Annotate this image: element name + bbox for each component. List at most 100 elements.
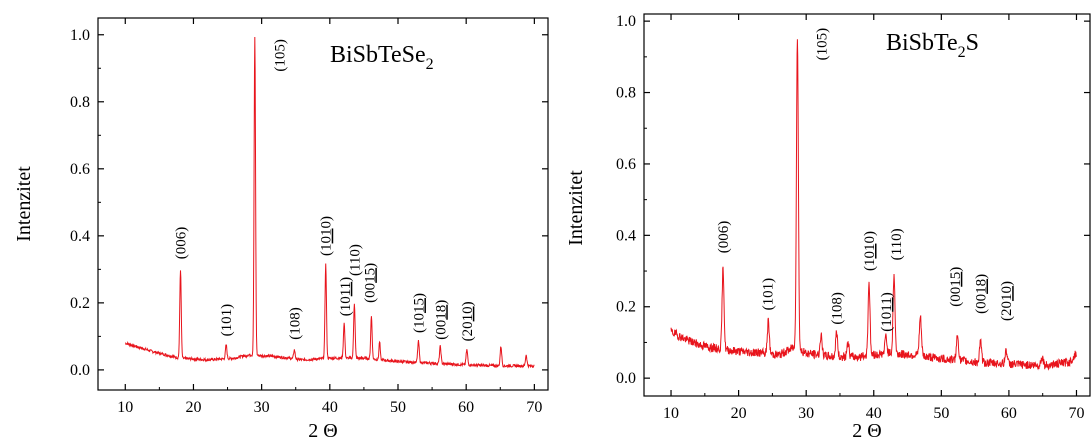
right-plot-frame bbox=[643, 13, 1091, 397]
xrd-pattern-line bbox=[670, 39, 1077, 371]
x-tick-label: 50 bbox=[933, 405, 949, 422]
peak-label-part: (110) bbox=[347, 244, 363, 276]
y-tick-label: 0.4 bbox=[70, 228, 90, 245]
right-axis-ticks: 10 20 30 40 50 60 70 0.0 0.2 0.4 0.6 0.8 1.0 bbox=[616, 13, 1090, 422]
peak-label-part: (110) bbox=[889, 228, 905, 260]
x-tick-label: 20 bbox=[731, 405, 747, 422]
peak-label: (101) bbox=[761, 278, 777, 311]
peak-label: (2010) bbox=[460, 301, 476, 341]
peak-label-part: (108) bbox=[830, 292, 846, 325]
right-title-sub: 2 bbox=[958, 44, 966, 61]
left-chart-title: BiSbTeSe2 bbox=[330, 42, 434, 73]
peak-label-part: ) bbox=[362, 263, 378, 268]
peak-label: (108) bbox=[830, 292, 846, 325]
peak-label: (1010) bbox=[862, 231, 878, 271]
x-tick-label: 70 bbox=[1068, 405, 1084, 422]
y-tick-label: 0.8 bbox=[70, 94, 90, 111]
peak-label-part: ) bbox=[338, 277, 354, 282]
peak-label-part: (20 bbox=[460, 321, 476, 341]
peak-label-part: 10 bbox=[460, 306, 476, 321]
left-axis-ticks: 10 20 30 40 50 60 70 0.0 0.2 0.4 0.6 0.8 1.0 bbox=[70, 18, 548, 416]
peak-label-part: 15 bbox=[948, 272, 964, 287]
peak-label-part: (10 bbox=[879, 312, 895, 332]
xrd-pattern-line bbox=[125, 37, 535, 369]
peak-label-part: (108) bbox=[287, 307, 303, 340]
peak-label: (105) bbox=[815, 28, 831, 61]
peak-label-part: 10 bbox=[999, 286, 1015, 301]
peak-label: (0015) bbox=[362, 263, 378, 303]
peak-label-part: 0) bbox=[862, 231, 878, 244]
peak-label: (006) bbox=[716, 221, 732, 254]
peak-label-part: 18 bbox=[433, 305, 449, 320]
peak-label: (1010) bbox=[319, 216, 335, 256]
y-tick-label: 1.0 bbox=[616, 13, 636, 30]
peak-label-part: 18 bbox=[974, 279, 990, 294]
peak-label-part: ) bbox=[411, 293, 427, 298]
peak-label: (1011) bbox=[879, 292, 895, 331]
y-tick-label: 0.2 bbox=[616, 299, 636, 316]
peak-label-part: (00 bbox=[362, 283, 378, 303]
peak-label-part: 15 bbox=[362, 268, 378, 283]
peak-label: (110) bbox=[889, 228, 905, 260]
peak-label: (105) bbox=[272, 39, 288, 72]
peak-label-part: (101) bbox=[219, 304, 235, 337]
y-tick-label: 0.6 bbox=[70, 161, 90, 178]
peak-label-part: (00 bbox=[974, 294, 990, 314]
right-peak-labels: (006)(101)(105)(108)(1010)(1011)(110)(00… bbox=[716, 28, 1015, 332]
peak-label-part: (20 bbox=[999, 301, 1015, 321]
peak-label: (108) bbox=[287, 307, 303, 340]
peak-label: (0018) bbox=[433, 300, 449, 340]
left-x-axis-title: 2 Θ bbox=[308, 420, 337, 442]
peak-label-part: (105) bbox=[272, 39, 288, 72]
x-tick-label: 10 bbox=[663, 405, 679, 422]
peak-label: (006) bbox=[174, 227, 190, 260]
peak-label-part: 01 bbox=[319, 228, 335, 243]
peak-label-part: (1 bbox=[319, 243, 335, 256]
left-y-axis-title: Intenzitet bbox=[13, 166, 35, 242]
peak-label: (2010) bbox=[999, 281, 1015, 321]
x-tick-label: 50 bbox=[390, 399, 406, 416]
right-chart-title: BiSbTe2S bbox=[886, 30, 979, 61]
x-tick-label: 30 bbox=[254, 399, 270, 416]
peak-label-part: ) bbox=[948, 267, 964, 272]
x-tick-label: 30 bbox=[798, 405, 814, 422]
peak-label: (1015) bbox=[411, 293, 427, 333]
peak-label-part: 11 bbox=[879, 297, 895, 311]
right-y-axis-title: Intenzitet bbox=[565, 170, 587, 246]
peak-label: (0015) bbox=[948, 267, 964, 307]
left-peak-labels: (006)(101)(105)(108)(1010)(1011)(110)(00… bbox=[174, 39, 476, 341]
peak-label-part: ) bbox=[879, 292, 895, 297]
y-tick-label: 0.0 bbox=[616, 370, 636, 387]
right-title-main: BiSbTe bbox=[886, 30, 958, 56]
peak-label: (110) bbox=[347, 244, 363, 276]
x-tick-label: 40 bbox=[322, 399, 338, 416]
peak-label-part: ) bbox=[433, 300, 449, 305]
x-tick-label: 10 bbox=[117, 399, 133, 416]
right-series bbox=[670, 39, 1077, 371]
peak-label-part: ) bbox=[460, 301, 476, 306]
peak-label: (101) bbox=[219, 304, 235, 337]
peak-label-part: 0) bbox=[319, 216, 335, 229]
x-tick-label: 40 bbox=[866, 405, 882, 422]
peak-label-part: (1 bbox=[862, 259, 878, 272]
x-tick-label: 60 bbox=[458, 399, 474, 416]
peak-label-part: 11 bbox=[338, 282, 354, 296]
peak-label-part: (105) bbox=[815, 28, 831, 61]
left-plot-frame bbox=[97, 17, 549, 391]
peak-label-part: (00 bbox=[433, 320, 449, 340]
peak-label-part: (101) bbox=[761, 278, 777, 311]
peak-label-part: 15 bbox=[411, 298, 427, 313]
peak-label-part: ) bbox=[974, 274, 990, 279]
peak-label-part: ) bbox=[999, 281, 1015, 286]
y-tick-label: 0.8 bbox=[616, 85, 636, 102]
x-tick-label: 70 bbox=[526, 399, 542, 416]
right-panel: 10 20 30 40 50 60 70 0.0 0.2 0.4 0.6 0.8 1.0 (006) (1… bbox=[565, 13, 1091, 442]
peak-label-part: (10 bbox=[411, 313, 427, 333]
left-panel: 10 20 30 40 50 60 70 0.0 0.2 0.4 0.6 0.8 1.0 (006) (1… bbox=[13, 17, 549, 442]
left-title-main: BiSbTeSe bbox=[330, 42, 426, 68]
y-tick-label: 0.2 bbox=[70, 295, 90, 312]
x-tick-label: 20 bbox=[185, 399, 201, 416]
right-title-tail: S bbox=[966, 30, 979, 56]
right-x-axis-title: 2 Θ bbox=[852, 420, 881, 442]
